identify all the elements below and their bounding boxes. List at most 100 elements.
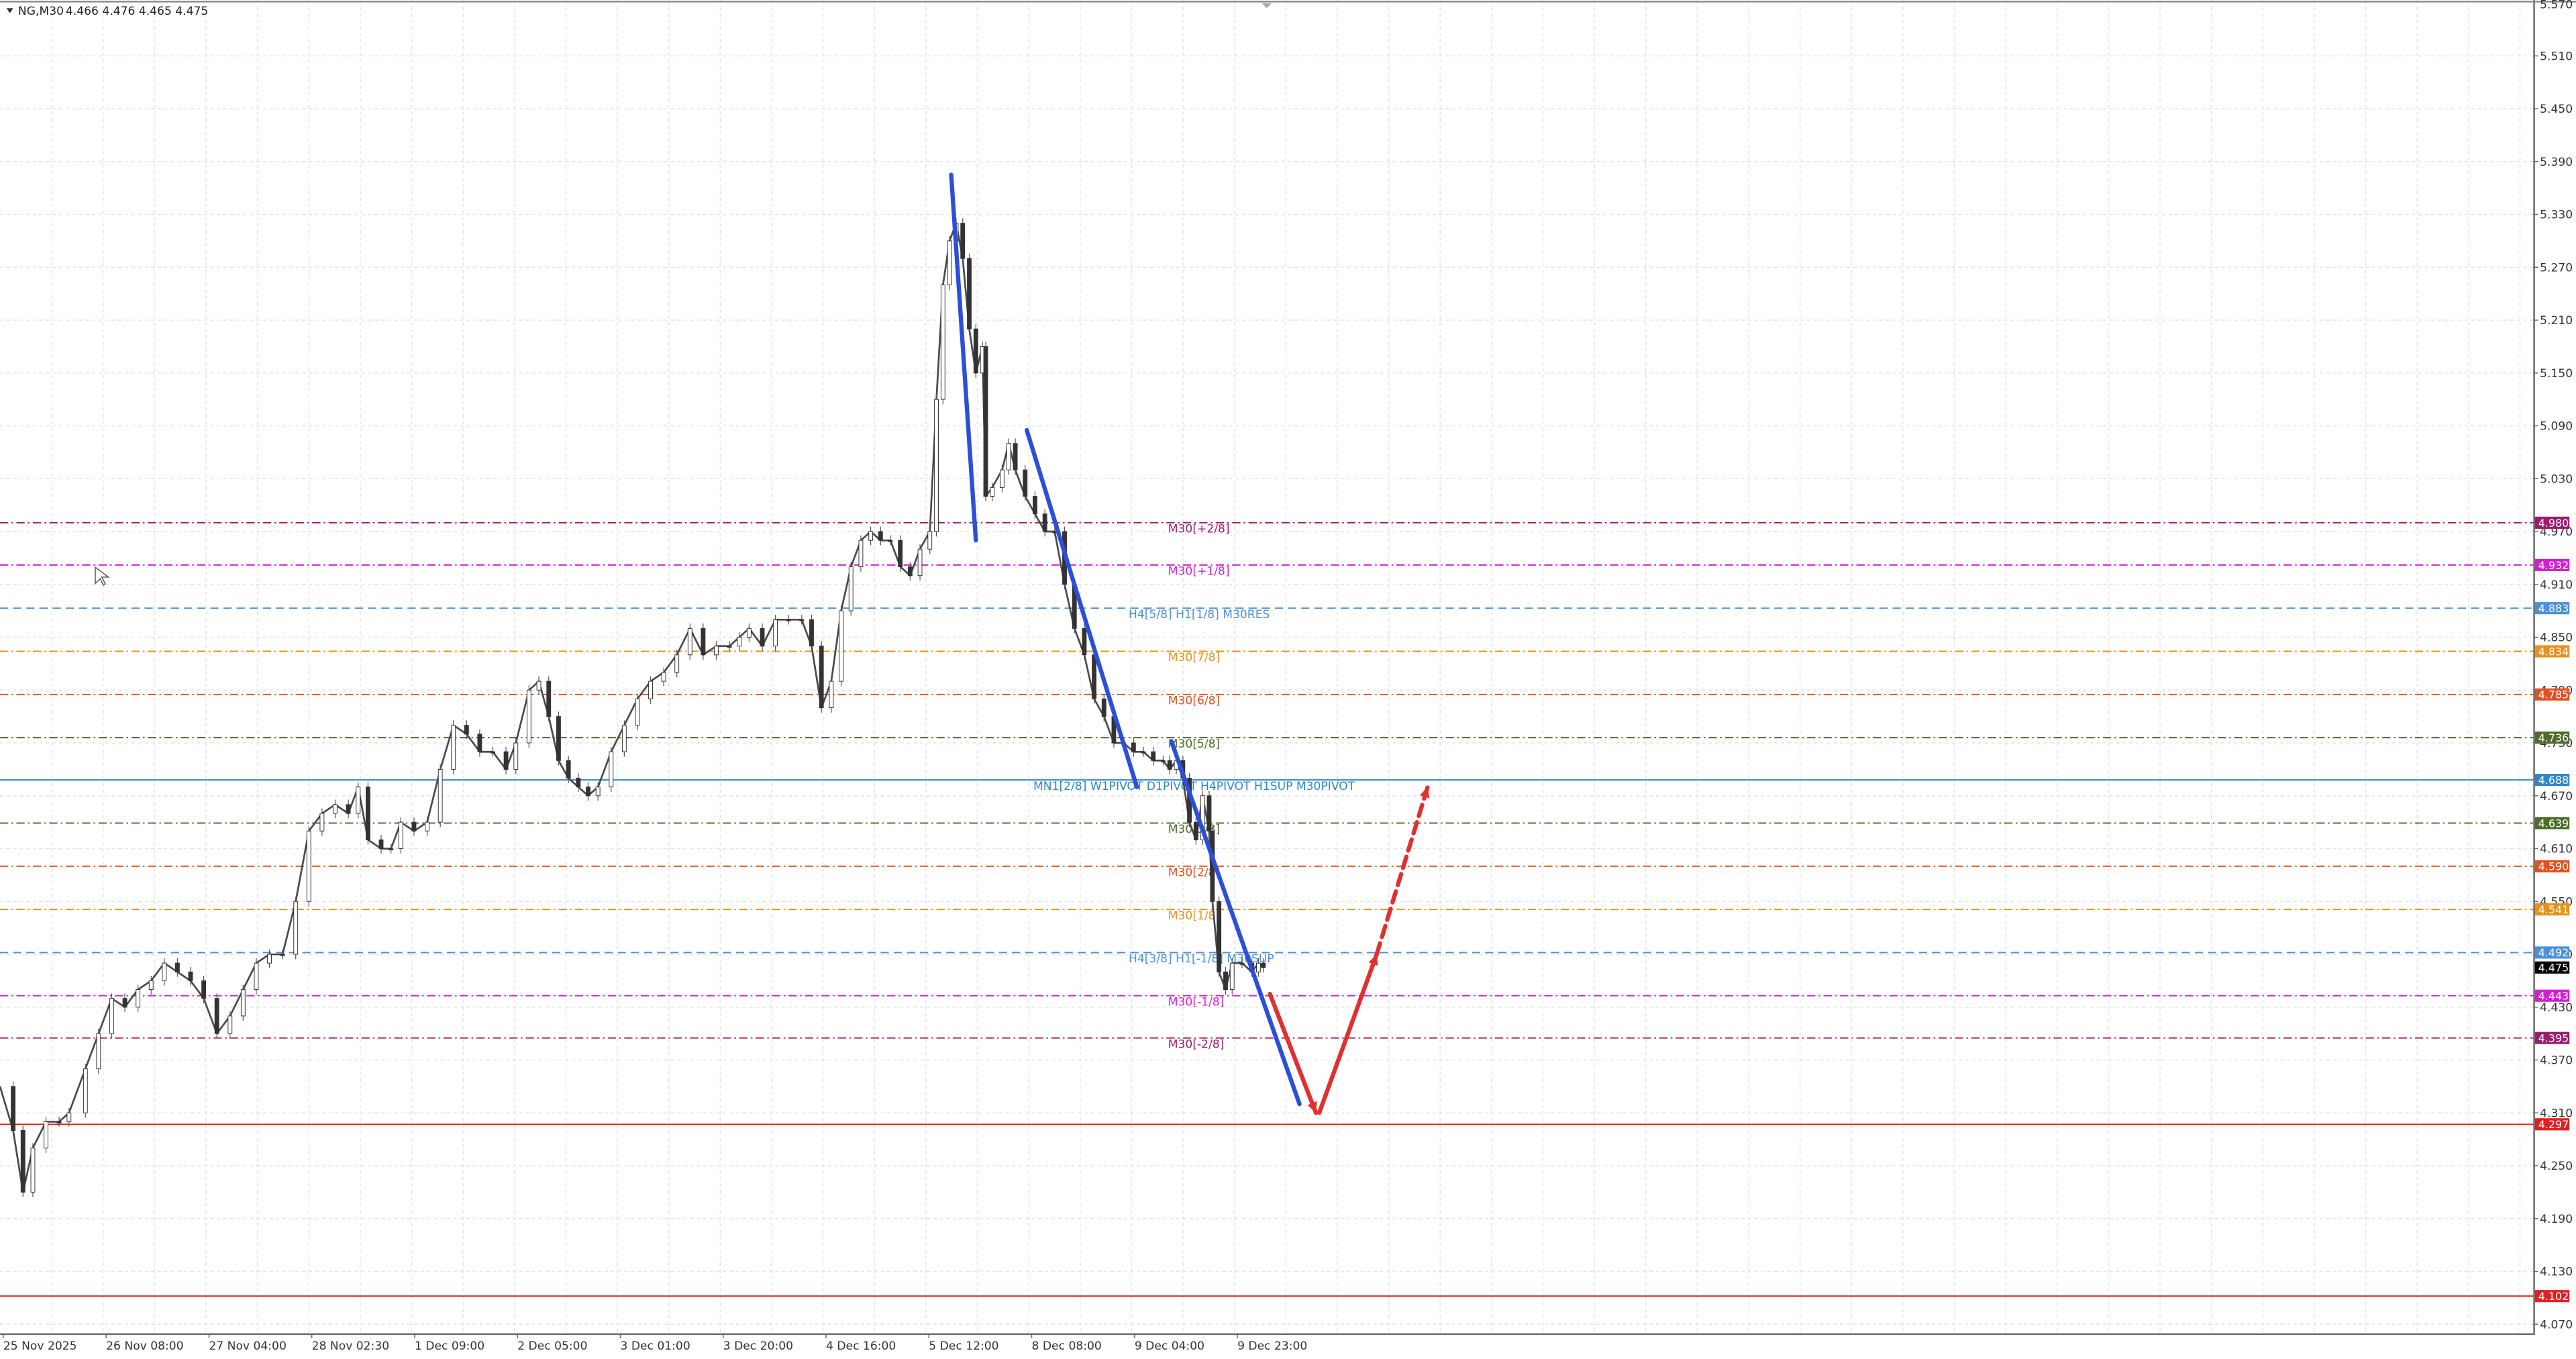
candle-body	[1239, 962, 1245, 965]
candle-body	[635, 698, 640, 726]
y-tick-label: 4.370	[2540, 1054, 2573, 1068]
candle-body	[1092, 654, 1097, 699]
x-tick-label: 2 Dec 05:00	[517, 1340, 587, 1353]
candle-body	[30, 1148, 36, 1193]
trend-line-1[interactable]	[949, 172, 978, 543]
candle-body	[267, 954, 272, 964]
price-tag-label: 4.395	[2538, 1032, 2569, 1045]
candle-body	[188, 971, 193, 981]
x-tick-label: 5 Dec 12:00	[929, 1340, 998, 1353]
candle-body	[11, 1086, 16, 1131]
level-label: M30[7/8]	[1168, 651, 1220, 664]
candle-body	[727, 646, 732, 648]
candle-body	[546, 681, 552, 717]
candle-body	[917, 548, 923, 576]
candle-body	[319, 813, 325, 832]
x-tick-label: 8 Dec 08:00	[1032, 1340, 1102, 1353]
candle-body	[96, 1033, 101, 1070]
candle-body	[799, 619, 805, 621]
forecast-down-arrowhead-icon	[1307, 1101, 1317, 1113]
candle-body	[437, 768, 443, 823]
price-tag-bg	[2534, 602, 2570, 615]
price-tag-label: 4.883	[2538, 602, 2569, 615]
candle-body	[839, 610, 843, 682]
level-label: M30[-2/8]	[1168, 1038, 1225, 1051]
candle-body	[661, 672, 666, 682]
candle-body	[858, 540, 864, 568]
y-tick-label: 4.850	[2540, 632, 2573, 645]
candle-body	[66, 1112, 72, 1122]
price-tag-label: 4.834	[2538, 645, 2569, 658]
price-tag-bg	[2534, 774, 2570, 787]
candle-body	[1261, 962, 1266, 968]
pivot-levels: M30[+2/8] M30[+1/8] H4[5/8] H1[1/8] M30RES…	[0, 521, 2534, 1297]
price-tags: 4.980 4.932 4.883 4.834 4.785 4.736 4.688 4.639…	[2534, 517, 2570, 1303]
price-tag-label: 4.297	[2538, 1118, 2569, 1131]
candle-body	[136, 989, 141, 1008]
level-label: M30[1/8]	[1168, 909, 1220, 923]
price-tag-label: 4.541	[2538, 903, 2569, 916]
candle-body	[464, 725, 469, 735]
y-tick-label: 5.270	[2540, 261, 2573, 274]
candle-body	[1229, 962, 1235, 990]
candle-body	[513, 742, 519, 770]
price-tag-label: 4.590	[2538, 860, 2569, 873]
candle-body	[201, 980, 207, 999]
candle-body	[576, 778, 581, 788]
price-tag-label: 4.102	[2538, 1290, 2569, 1303]
candle-body	[940, 285, 945, 400]
candle-body	[1023, 469, 1028, 497]
forecast-up[interactable]	[1317, 952, 1379, 1115]
y-tick-label: 4.610	[2540, 843, 2573, 856]
candle-body	[109, 998, 114, 1034]
price-tag-bg	[2534, 1118, 2570, 1131]
y-tick-label: 5.510	[2540, 50, 2573, 63]
candle-body	[366, 787, 370, 840]
y-tick-label: 5.030	[2540, 472, 2573, 486]
level-label: M30[6/8]	[1168, 695, 1220, 708]
candle-body	[56, 1121, 62, 1123]
price-tag-label: 4.980	[2538, 517, 2569, 530]
chart-header: NG,M30 4.466 4.476 4.465 4.475	[6, 5, 208, 18]
candle-body	[967, 258, 972, 330]
x-tick-label: 3 Dec 20:00	[723, 1340, 793, 1353]
candle-body	[819, 646, 824, 708]
candle-body	[848, 566, 854, 611]
trend-line-2[interactable]	[1025, 427, 1139, 789]
level-label: H4[5/8] H1[1/8] M30RES	[1129, 608, 1270, 621]
candle-body	[621, 725, 627, 752]
y-tick-label: 4.910	[2540, 578, 2573, 592]
candle-body	[174, 962, 180, 972]
price-tag-bg	[2534, 1031, 2570, 1044]
price-tag-bg	[2534, 989, 2570, 1002]
candle-body	[609, 751, 614, 788]
x-tick-label: 9 Dec 04:00	[1135, 1340, 1204, 1353]
price-tag-label: 4.443	[2538, 990, 2569, 1003]
y-tick-label: 4.190	[2540, 1213, 2573, 1226]
collapse-triangle-icon[interactable]	[6, 8, 13, 13]
candle-body	[586, 787, 590, 797]
forecast-up-dashed[interactable]	[1374, 785, 1430, 957]
candle-body	[760, 627, 765, 647]
trend-line-3[interactable]	[1169, 739, 1302, 1107]
candle-body	[947, 240, 952, 286]
y-tick-label: 5.090	[2540, 420, 2573, 434]
level-label: M30[+1/8]	[1168, 565, 1230, 578]
candle-body	[1000, 469, 1004, 488]
candle-body	[556, 716, 561, 761]
candle-body	[83, 1068, 88, 1113]
candle-body	[306, 830, 311, 902]
x-tick-label: 1 Dec 09:00	[415, 1340, 484, 1353]
price-tag-bg	[2534, 903, 2570, 916]
candle-body	[1082, 627, 1087, 656]
candle-body	[809, 619, 814, 647]
shift-marker-icon[interactable]	[1261, 3, 1272, 9]
candle-body	[829, 681, 834, 708]
y-tick-label: 4.970	[2540, 525, 2573, 539]
price-tag-bg	[2534, 558, 2570, 571]
candle-body	[1013, 443, 1018, 470]
forecast-down[interactable]	[1268, 991, 1319, 1115]
trend-drawings[interactable]	[949, 172, 1430, 1115]
